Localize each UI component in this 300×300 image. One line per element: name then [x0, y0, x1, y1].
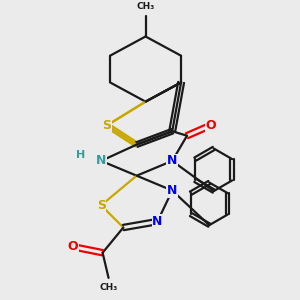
Text: CH₃: CH₃	[136, 2, 155, 11]
Text: N: N	[96, 154, 106, 167]
Text: S: S	[97, 199, 106, 212]
Text: O: O	[206, 119, 216, 132]
Text: N: N	[167, 154, 177, 167]
Text: N: N	[167, 184, 177, 197]
Text: O: O	[68, 240, 78, 253]
Text: S: S	[103, 119, 112, 132]
Text: N: N	[152, 215, 163, 228]
Text: CH₃: CH₃	[99, 283, 118, 292]
Text: H: H	[76, 150, 85, 160]
